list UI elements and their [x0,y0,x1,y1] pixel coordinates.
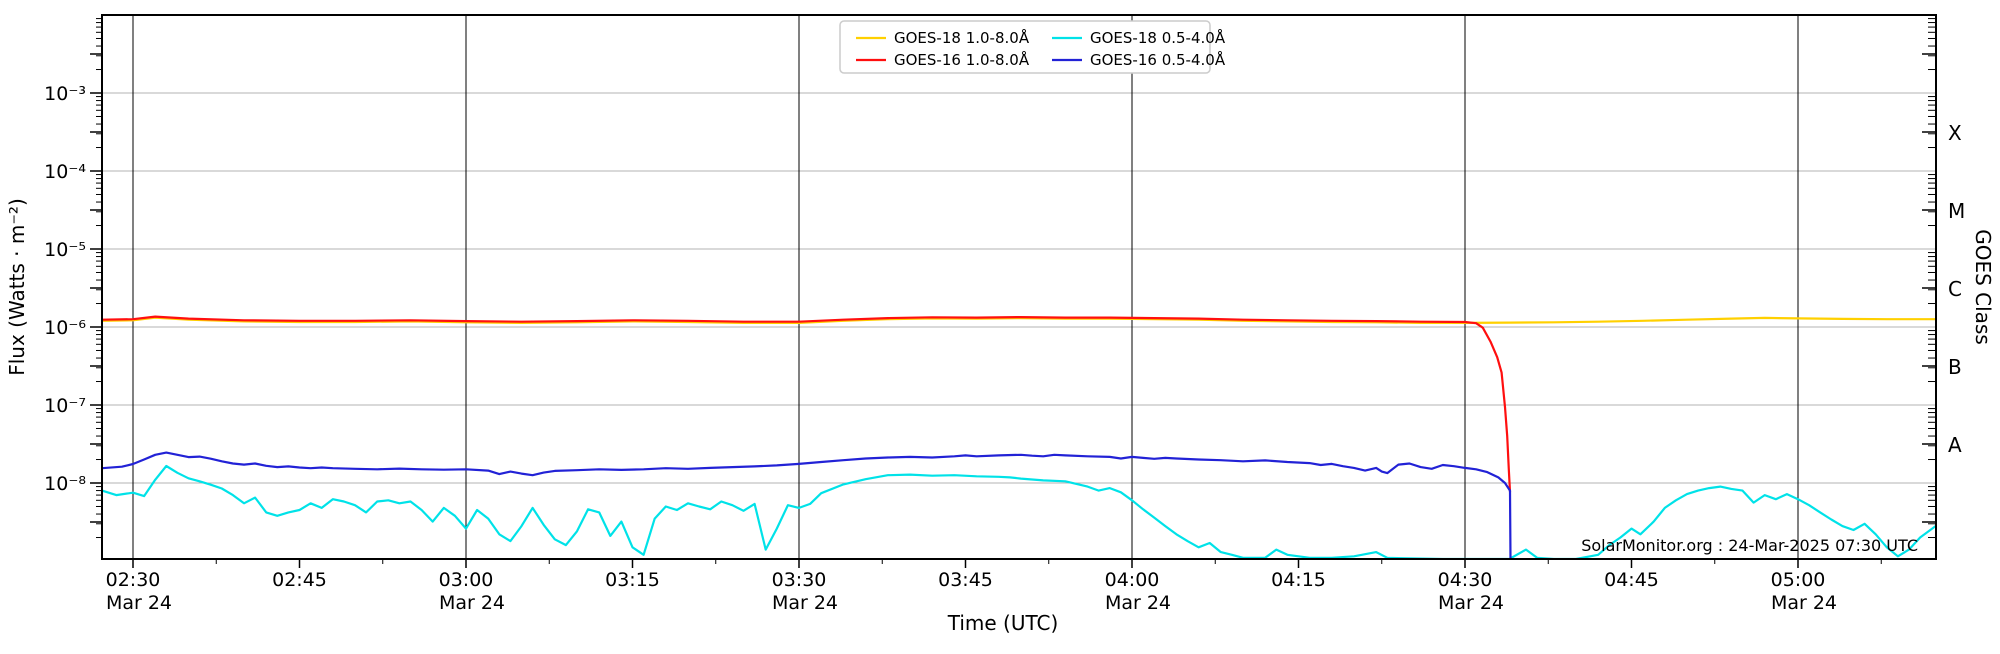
x-tick-label: 04:45 [1604,569,1659,591]
legend-box [839,20,1211,74]
series-line-goes-16-1-0-8-0 [102,315,1512,493]
x-tick-label: 04:30 [1438,569,1493,591]
y-tick-label: 10⁻⁷ [44,395,86,417]
x-tick-date-label: Mar 24 [439,592,505,614]
y-tick-label: 10⁻⁵ [44,239,86,261]
legend: GOES-18 1.0-8.0Å GOES-16 1.0-8.0Å GOES-18 … [839,20,1226,74]
x-tick-date-label: Mar 24 [106,592,172,614]
x-tick-date-label: Mar 24 [772,592,838,614]
right-axis-title: GOES Class [1971,229,1995,345]
x-tick-date-label: Mar 24 [1105,592,1171,614]
x-tick-label: 02:30 [106,569,161,591]
x-tick-label: 03:00 [439,569,494,591]
plot-border [101,14,1937,560]
x-tick-date-label: Mar 24 [1438,592,1504,614]
x-tick-label: 03:45 [938,569,993,591]
grid-layer [102,15,1936,559]
x-tick-label: 05:00 [1771,569,1826,591]
series-line-goes-16-0-5-4-0 [102,451,1512,559]
x-tick-label: 02:45 [272,569,327,591]
goes-class-label-c: C [1948,277,1962,301]
goes-class-label-x: X [1948,121,1962,145]
y-tick-label: 10⁻⁶ [44,317,86,339]
watermark-annotation: SolarMonitor.org : 24-Mar-2025 07:30 UTC [1581,536,1918,555]
y-tick-label: 10⁻³ [44,83,86,105]
x-axis-title: Time (UTC) [947,611,1059,635]
x-tick-label: 03:30 [772,569,827,591]
x-tick-date-label: Mar 24 [1771,592,1837,614]
legend-label-goes-16-1-0-8-0: GOES-16 1.0-8.0Å [894,50,1030,69]
legend-label-goes-18-0-5-4-0: GOES-18 0.5-4.0Å [1090,28,1226,47]
y-tick-label: 10⁻⁸ [44,473,86,495]
y-axis-title: Flux (Watts · m⁻²) [5,198,29,376]
x-tick-label: 04:00 [1105,569,1160,591]
legend-label-goes-18-1-0-8-0: GOES-18 1.0-8.0Å [894,28,1030,47]
goes-class-label-b: B [1948,355,1962,379]
goes-class-label-a: A [1948,433,1962,457]
y-tick-label: 10⁻⁴ [44,161,86,183]
x-tick-label: 04:15 [1271,569,1326,591]
goes-class-label-m: M [1948,199,1965,223]
x-tick-label: 03:15 [605,569,660,591]
series-layer [102,315,1936,559]
series-line-goes-18-0-5-4-0 [102,464,1936,559]
legend-label-goes-16-0-5-4-0: GOES-16 0.5-4.0Å [1090,50,1226,69]
